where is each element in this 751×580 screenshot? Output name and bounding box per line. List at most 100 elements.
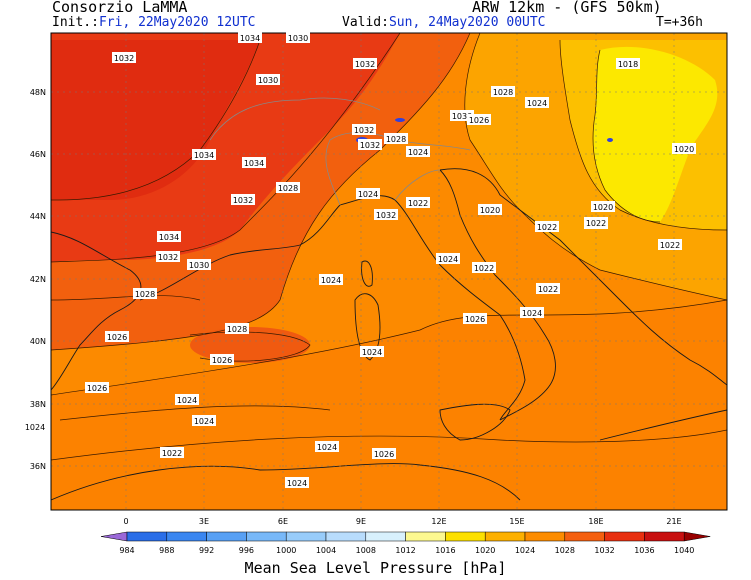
isobar-label: 1024 xyxy=(525,97,549,108)
longitude-label: 0 xyxy=(123,517,128,526)
latitude-label: 44N xyxy=(30,212,46,221)
colorbar-title: Mean Sea Level Pressure [hPa] xyxy=(244,559,507,577)
svg-text:1034: 1034 xyxy=(244,159,264,168)
svg-text:1024: 1024 xyxy=(438,255,458,264)
isobar-labels: 1034103210301032103010281024101810341034… xyxy=(23,32,696,488)
isobar-label: 1022 xyxy=(658,239,682,250)
isobar-label: 1022 xyxy=(406,197,430,208)
latitude-label: 42N xyxy=(30,275,46,284)
svg-text:1024: 1024 xyxy=(321,276,341,285)
isobar-label: 1032 xyxy=(231,194,255,205)
isobar-label: 1034 xyxy=(192,149,216,160)
coast-italy-west xyxy=(339,195,526,421)
svg-text:1028: 1028 xyxy=(278,184,298,193)
colorbar-label: 1004 xyxy=(316,546,336,555)
isobar-label: 1032 xyxy=(112,52,136,63)
colorbar-segment xyxy=(126,531,168,542)
isobar-label: 1026 xyxy=(105,331,129,342)
colorbar-label: 1040 xyxy=(674,546,694,555)
init-time: Init.:Fri, 22May2020 12UTC xyxy=(52,15,256,30)
isobar-label: 1024 xyxy=(520,307,544,318)
coast-iberia xyxy=(51,231,142,391)
colorbar-label: 996 xyxy=(239,546,254,555)
field-1018 xyxy=(593,46,718,222)
coast-sicily xyxy=(439,403,511,441)
colorbar-segment xyxy=(405,531,446,542)
longitude-label: 6E xyxy=(278,517,288,526)
isobar-label: 1032 xyxy=(352,124,376,135)
isobar-line xyxy=(51,33,471,351)
isobar-label: 1028 xyxy=(276,182,300,193)
svg-text:1024: 1024 xyxy=(25,423,45,432)
svg-text:1028: 1028 xyxy=(135,290,155,299)
lead-time: T=+36h xyxy=(656,15,703,30)
isobar-label: 1032 xyxy=(156,251,180,262)
isobar-label: 1030 xyxy=(256,74,280,85)
svg-text:1020: 1020 xyxy=(480,206,500,215)
svg-text:1032: 1032 xyxy=(355,60,375,69)
isobar-label: 1024 xyxy=(315,441,339,452)
svg-text:1020: 1020 xyxy=(674,145,694,154)
svg-text:1032: 1032 xyxy=(233,196,253,205)
coast-france xyxy=(139,204,341,301)
latitude-label: 48N xyxy=(30,88,46,97)
svg-text:1024: 1024 xyxy=(408,148,428,157)
colorbar-label: 1012 xyxy=(395,546,415,555)
isobar-label: 1028 xyxy=(133,288,157,299)
isobar-label: 1032 xyxy=(353,58,377,69)
isobar-label: 1024 xyxy=(175,394,199,405)
isobar-label: 1024 xyxy=(285,477,309,488)
isobar-label: 1030 xyxy=(450,110,474,121)
colorbar-label: 1028 xyxy=(555,546,575,555)
isobar-label: 1020 xyxy=(591,201,615,212)
svg-text:1022: 1022 xyxy=(408,199,428,208)
svg-text:1026: 1026 xyxy=(465,315,485,324)
colorbar-segment xyxy=(644,531,685,542)
colorbar-label: 1032 xyxy=(594,546,614,555)
isobar-label: 1026 xyxy=(467,114,491,125)
model-title: ARW 12km - (GFS 50km) xyxy=(472,0,662,16)
field-south xyxy=(51,300,727,510)
isobar-label: 1030 xyxy=(187,259,211,270)
svg-text:1030: 1030 xyxy=(258,76,278,85)
svg-text:1030: 1030 xyxy=(189,261,209,270)
field-1034 xyxy=(51,40,260,200)
colorbar-segment xyxy=(564,531,605,542)
svg-text:1024: 1024 xyxy=(522,309,542,318)
isobar-label: 1034 xyxy=(238,32,262,43)
svg-text:1030: 1030 xyxy=(452,112,472,121)
colorbar-label: 1008 xyxy=(356,546,376,555)
isobar-label: 1026 xyxy=(463,313,487,324)
svg-text:1034: 1034 xyxy=(240,34,260,43)
isobar-label: 1032 xyxy=(358,139,382,150)
isobar-label: 1034 xyxy=(242,157,266,168)
svg-text:1022: 1022 xyxy=(660,241,680,250)
isobar-label: 1026 xyxy=(372,448,396,459)
colorbar-segment xyxy=(325,531,367,542)
isobar-label: 1022 xyxy=(584,217,608,228)
svg-text:1024: 1024 xyxy=(358,190,378,199)
isobar-label: 1024 xyxy=(360,346,384,357)
isobar-label: 1034 xyxy=(157,231,181,242)
valid-time: Valid:Sun, 24May2020 00UTC xyxy=(342,15,546,30)
longitude-label: 3E xyxy=(199,517,209,526)
colorbar-label: 1036 xyxy=(634,546,654,555)
svg-text:1026: 1026 xyxy=(374,450,394,459)
pressure-fields xyxy=(51,33,727,510)
coastlines xyxy=(51,168,727,501)
longitude-labels: 0 3E 6E 9E 12E 15E 18E 21E xyxy=(123,517,681,526)
svg-text:1034: 1034 xyxy=(194,151,214,160)
svg-text:1028: 1028 xyxy=(227,325,247,334)
svg-text:1034: 1034 xyxy=(159,233,179,242)
longitude-label: 9E xyxy=(356,517,366,526)
isobar-label: 1032 xyxy=(374,209,398,220)
svg-text:1020: 1020 xyxy=(593,203,613,212)
latitude-label: 40N xyxy=(30,337,46,346)
isobar-label: 1024 xyxy=(319,274,343,285)
coast-sardinia xyxy=(354,293,381,361)
svg-text:1024: 1024 xyxy=(177,396,197,405)
isobar-label: 1030 xyxy=(286,32,310,43)
colorbar-segment xyxy=(246,531,287,542)
colorbar-segment xyxy=(365,531,406,542)
